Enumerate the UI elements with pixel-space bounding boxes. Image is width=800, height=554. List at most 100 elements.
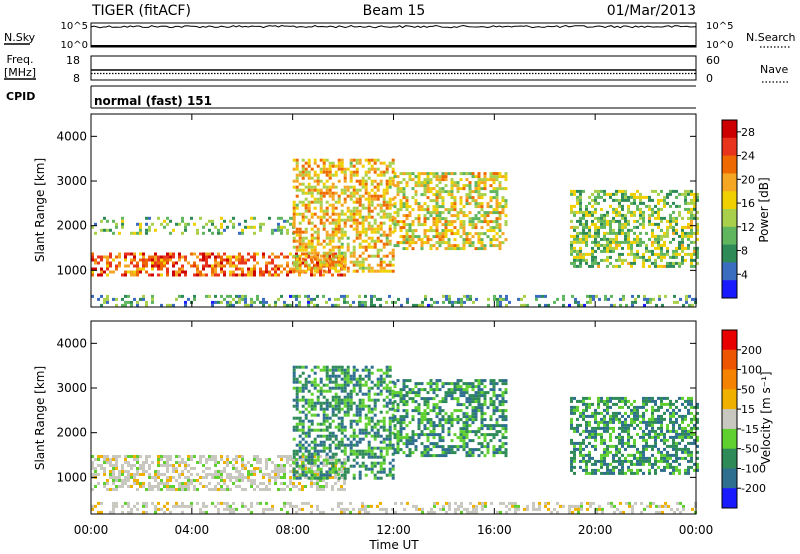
heatmap-cell xyxy=(501,409,505,413)
heatmap-cell xyxy=(379,221,383,225)
heatmap-cell xyxy=(322,464,325,467)
heatmap-cell xyxy=(145,504,148,508)
heatmap-cell xyxy=(610,504,613,508)
heatmap-cell xyxy=(426,175,430,179)
heatmap-cell xyxy=(388,218,392,222)
heatmap-cell xyxy=(690,255,693,259)
heatmap-cell xyxy=(585,204,588,208)
heatmap-cell xyxy=(331,185,335,189)
heatmap-cell xyxy=(361,392,365,396)
heatmap-cell xyxy=(145,488,148,491)
heatmap-cell xyxy=(672,216,675,220)
heatmap-cell xyxy=(166,470,169,473)
heatmap-cell xyxy=(679,510,682,514)
heatmap-cell xyxy=(648,198,651,202)
heatmap-cell xyxy=(157,501,160,505)
heatmap-cell xyxy=(322,428,326,432)
heatmap-cell xyxy=(127,270,130,274)
heatmap-cell xyxy=(136,473,139,476)
heatmap-cell xyxy=(600,207,603,211)
heatmap-cell xyxy=(624,237,627,241)
heatmap-cell xyxy=(313,449,317,453)
heatmap-cell xyxy=(316,473,319,476)
heatmap-cell xyxy=(346,371,350,375)
heatmap-cell xyxy=(319,386,323,390)
heatmap-cell xyxy=(220,270,223,274)
heatmap-cell xyxy=(112,219,115,223)
heatmap-cell xyxy=(450,445,454,449)
heatmap-cell xyxy=(124,252,127,256)
heatmap-cell xyxy=(573,204,576,208)
heatmap-cell xyxy=(298,200,302,204)
heatmap-cell xyxy=(582,408,585,412)
heatmap-cell xyxy=(379,260,383,264)
heatmap-cell xyxy=(229,258,232,262)
heatmap-cell xyxy=(514,510,517,514)
heatmap-cell xyxy=(340,161,344,165)
heatmap-cell xyxy=(364,158,368,162)
heatmap-cell xyxy=(441,172,445,176)
heatmap-cell xyxy=(340,167,344,171)
heatmap-cell xyxy=(657,234,660,238)
heatmap-cell xyxy=(337,257,341,261)
heatmap-cell xyxy=(417,217,421,221)
heatmap-cell xyxy=(681,228,684,232)
heatmap-cell xyxy=(310,476,314,480)
heatmap-cell xyxy=(693,204,696,208)
heatmap-cell xyxy=(334,470,338,474)
heatmap-cell xyxy=(618,264,621,268)
heatmap-cell xyxy=(145,228,148,232)
heatmap-cell xyxy=(193,467,196,470)
heatmap-cell xyxy=(124,455,127,458)
heatmap-cell xyxy=(91,461,94,464)
heatmap-cell xyxy=(124,476,127,479)
heatmap-cell xyxy=(585,210,588,214)
heatmap-cell xyxy=(640,510,643,514)
heatmap-cell xyxy=(334,398,338,402)
heatmap-cell xyxy=(292,221,296,225)
heatmap-cell xyxy=(501,379,505,383)
heatmap-cell xyxy=(364,179,368,183)
heatmap-cell xyxy=(453,232,457,236)
heatmap-cell xyxy=(438,418,442,422)
heatmap-cell xyxy=(310,446,314,450)
heatmap-cell xyxy=(450,397,454,401)
heatmap-cell xyxy=(121,485,124,488)
heatmap-cell xyxy=(274,464,277,467)
heatmap-cell xyxy=(642,225,645,229)
heatmap-cell xyxy=(444,220,448,224)
heatmap-cell xyxy=(202,476,205,479)
heatmap-cell xyxy=(226,501,229,505)
heatmap-cell xyxy=(364,266,368,270)
heatmap-cell xyxy=(283,267,286,271)
heatmap-cell xyxy=(310,242,314,246)
heatmap-cell xyxy=(459,208,463,212)
heatmap-cell xyxy=(432,244,436,248)
heatmap-cell xyxy=(319,197,323,201)
heatmap-cell xyxy=(370,230,374,234)
heatmap-cell xyxy=(334,245,338,249)
heatmap-cell xyxy=(459,172,463,176)
beam-label: Beam 15 xyxy=(363,3,426,19)
heatmap-cell xyxy=(391,413,395,417)
heatmap-cell xyxy=(310,485,313,488)
heatmap-cell xyxy=(666,195,669,199)
heatmap-cell xyxy=(474,202,478,206)
heatmap-cell xyxy=(385,164,389,168)
heatmap-cell xyxy=(364,191,368,195)
heatmap-cell xyxy=(423,241,427,245)
heatmap-cell xyxy=(352,209,356,213)
heatmap-cell xyxy=(259,461,262,464)
heatmap-cell xyxy=(619,297,622,301)
heatmap-cell xyxy=(364,233,368,237)
heatmap-cell xyxy=(432,421,436,425)
heatmap-cell xyxy=(441,199,445,203)
heatmap-cell xyxy=(379,161,383,165)
heatmap-cell xyxy=(435,229,439,233)
heatmap-cell xyxy=(459,409,463,413)
heatmap-cell xyxy=(130,473,133,476)
heatmap-cell xyxy=(468,187,472,191)
heatmap-cell xyxy=(352,245,356,249)
heatmap-cell xyxy=(505,303,508,307)
heatmap-cell xyxy=(307,404,311,408)
